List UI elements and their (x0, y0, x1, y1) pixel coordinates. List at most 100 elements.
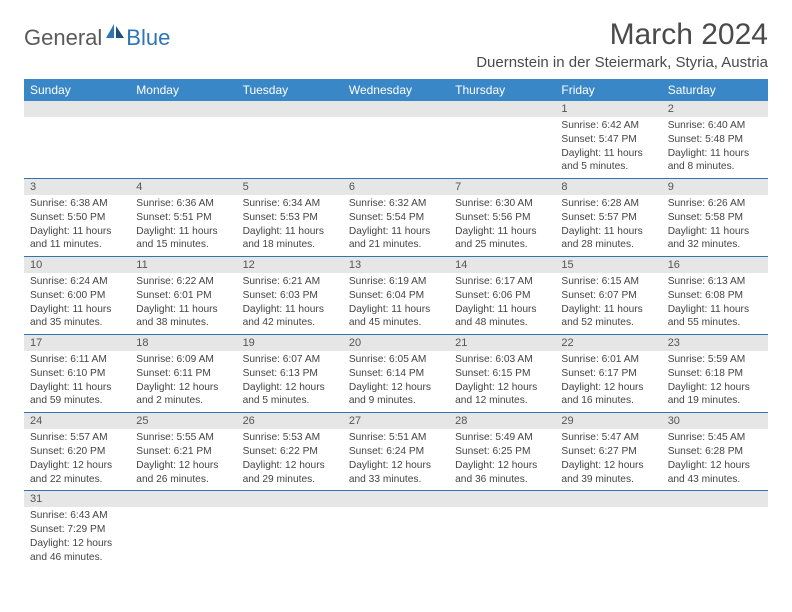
day-details: Sunrise: 6:38 AMSunset: 5:50 PMDaylight:… (24, 195, 130, 256)
day-details: Sunrise: 6:43 AMSunset: 7:29 PMDaylight:… (24, 507, 130, 568)
day-number (343, 101, 449, 117)
sunset-text: Sunset: 6:18 PM (668, 367, 762, 381)
day-details: Sunrise: 6:13 AMSunset: 6:08 PMDaylight:… (662, 273, 768, 334)
day-number: 4 (130, 179, 236, 195)
sunrise-text: Sunrise: 5:51 AM (349, 431, 443, 445)
day-details (237, 117, 343, 165)
calendar-day-cell (130, 491, 236, 569)
sail-icon (104, 22, 126, 43)
sunrise-text: Sunrise: 6:13 AM (668, 275, 762, 289)
calendar-day-cell: 20 Sunrise: 6:05 AMSunset: 6:14 PMDayligh… (343, 335, 449, 413)
daylight-text: Daylight: 11 hours and 35 minutes. (30, 303, 124, 331)
sunrise-text: Sunrise: 6:17 AM (455, 275, 549, 289)
sunset-text: Sunset: 5:47 PM (561, 133, 655, 147)
day-details: Sunrise: 5:59 AMSunset: 6:18 PMDaylight:… (662, 351, 768, 412)
calendar-day-cell (237, 491, 343, 569)
calendar-day-cell: 15Sunrise: 6:15 AMSunset: 6:07 PMDayligh… (555, 257, 661, 335)
daylight-text: Daylight: 12 hours and 12 minutes. (455, 381, 549, 409)
day-number: 1 (555, 101, 661, 117)
daylight-text: Daylight: 12 hours and 16 minutes. (561, 381, 655, 409)
daylight-text: Daylight: 11 hours and 25 minutes. (455, 225, 549, 253)
day-number: 19 (237, 335, 343, 351)
day-number: 18 (130, 335, 236, 351)
calendar-day-cell: 2Sunrise: 6:40 AMSunset: 5:48 PMDaylight… (662, 101, 768, 179)
sunset-text: Sunset: 6:00 PM (30, 289, 124, 303)
sunrise-text: Sunrise: 6:15 AM (561, 275, 655, 289)
daylight-text: Daylight: 12 hours and 19 minutes. (668, 381, 762, 409)
sunrise-text: Sunrise: 6:05 AM (349, 353, 443, 367)
day-number: 31 (24, 491, 130, 507)
sunrise-text: Sunrise: 6:11 AM (30, 353, 124, 367)
day-details: Sunrise: 6:11 AMSunset: 6:10 PMDaylight:… (24, 351, 130, 412)
day-details: Sunrise: 6:30 AMSunset: 5:56 PMDaylight:… (449, 195, 555, 256)
sunset-text: Sunset: 6:14 PM (349, 367, 443, 381)
day-number (449, 101, 555, 117)
day-number: 8 (555, 179, 661, 195)
sunrise-text: Sunrise: 5:55 AM (136, 431, 230, 445)
sunrise-text: Sunrise: 6:42 AM (561, 119, 655, 133)
day-number (662, 491, 768, 507)
weekday-header-row: Sunday Monday Tuesday Wednesday Thursday… (24, 79, 768, 101)
sunset-text: Sunset: 5:53 PM (243, 211, 337, 225)
daylight-text: Daylight: 11 hours and 18 minutes. (243, 225, 337, 253)
daylight-text: Daylight: 11 hours and 38 minutes. (136, 303, 230, 331)
day-number: 12 (237, 257, 343, 273)
calendar-day-cell: 19Sunrise: 6:07 AMSunset: 6:13 PMDayligh… (237, 335, 343, 413)
daylight-text: Daylight: 12 hours and 9 minutes. (349, 381, 443, 409)
calendar-day-cell: 30Sunrise: 5:45 AMSunset: 6:28 PMDayligh… (662, 413, 768, 491)
day-number: 6 (343, 179, 449, 195)
sunset-text: Sunset: 5:51 PM (136, 211, 230, 225)
calendar-week-row: 31Sunrise: 6:43 AMSunset: 7:29 PMDayligh… (24, 491, 768, 569)
sunset-text: Sunset: 6:22 PM (243, 445, 337, 459)
day-details: Sunrise: 6:28 AMSunset: 5:57 PMDaylight:… (555, 195, 661, 256)
day-number: 2 (662, 101, 768, 117)
daylight-text: Daylight: 11 hours and 45 minutes. (349, 303, 443, 331)
calendar-day-cell (24, 101, 130, 179)
daylight-text: Daylight: 11 hours and 5 minutes. (561, 147, 655, 175)
sunrise-text: Sunrise: 6:22 AM (136, 275, 230, 289)
day-details: Sunrise: 6:01 AMSunset: 6:17 PMDaylight:… (555, 351, 661, 412)
day-number: 20 (343, 335, 449, 351)
sunset-text: Sunset: 7:29 PM (30, 523, 124, 537)
day-number: 10 (24, 257, 130, 273)
sunset-text: Sunset: 6:08 PM (668, 289, 762, 303)
day-details: Sunrise: 6:42 AMSunset: 5:47 PMDaylight:… (555, 117, 661, 178)
daylight-text: Daylight: 12 hours and 22 minutes. (30, 459, 124, 487)
weekday-header: Saturday (662, 79, 768, 101)
daylight-text: Daylight: 11 hours and 21 minutes. (349, 225, 443, 253)
calendar-day-cell: 18Sunrise: 6:09 AMSunset: 6:11 PMDayligh… (130, 335, 236, 413)
daylight-text: Daylight: 11 hours and 28 minutes. (561, 225, 655, 253)
calendar-day-cell: 29Sunrise: 5:47 AMSunset: 6:27 PMDayligh… (555, 413, 661, 491)
logo-word1: General (24, 25, 102, 51)
day-details: Sunrise: 5:55 AMSunset: 6:21 PMDaylight:… (130, 429, 236, 490)
daylight-text: Daylight: 12 hours and 26 minutes. (136, 459, 230, 487)
daylight-text: Daylight: 11 hours and 42 minutes. (243, 303, 337, 331)
day-number: 21 (449, 335, 555, 351)
daylight-text: Daylight: 11 hours and 32 minutes. (668, 225, 762, 253)
day-number (24, 101, 130, 117)
sunrise-text: Sunrise: 6:24 AM (30, 275, 124, 289)
calendar-day-cell: 26Sunrise: 5:53 AMSunset: 6:22 PMDayligh… (237, 413, 343, 491)
sunrise-text: Sunrise: 6:01 AM (561, 353, 655, 367)
daylight-text: Daylight: 11 hours and 11 minutes. (30, 225, 124, 253)
day-details: Sunrise: 6:36 AMSunset: 5:51 PMDaylight:… (130, 195, 236, 256)
sunrise-text: Sunrise: 6:09 AM (136, 353, 230, 367)
day-details: Sunrise: 5:45 AMSunset: 6:28 PMDaylight:… (662, 429, 768, 490)
daylight-text: Daylight: 12 hours and 46 minutes. (30, 537, 124, 565)
sunrise-text: Sunrise: 6:36 AM (136, 197, 230, 211)
calendar-day-cell: 1Sunrise: 6:42 AMSunset: 5:47 PMDaylight… (555, 101, 661, 179)
day-number: 11 (130, 257, 236, 273)
calendar-week-row: 3Sunrise: 6:38 AMSunset: 5:50 PMDaylight… (24, 179, 768, 257)
sunset-text: Sunset: 5:56 PM (455, 211, 549, 225)
sunset-text: Sunset: 6:03 PM (243, 289, 337, 303)
day-details: Sunrise: 5:57 AMSunset: 6:20 PMDaylight:… (24, 429, 130, 490)
sunset-text: Sunset: 6:07 PM (561, 289, 655, 303)
sunset-text: Sunset: 5:50 PM (30, 211, 124, 225)
month-title: March 2024 (476, 18, 768, 52)
weekday-header: Friday (555, 79, 661, 101)
sunset-text: Sunset: 6:27 PM (561, 445, 655, 459)
day-number (130, 491, 236, 507)
day-details (24, 117, 130, 165)
calendar-day-cell: 22Sunrise: 6:01 AMSunset: 6:17 PMDayligh… (555, 335, 661, 413)
calendar-table: Sunday Monday Tuesday Wednesday Thursday… (24, 79, 768, 568)
